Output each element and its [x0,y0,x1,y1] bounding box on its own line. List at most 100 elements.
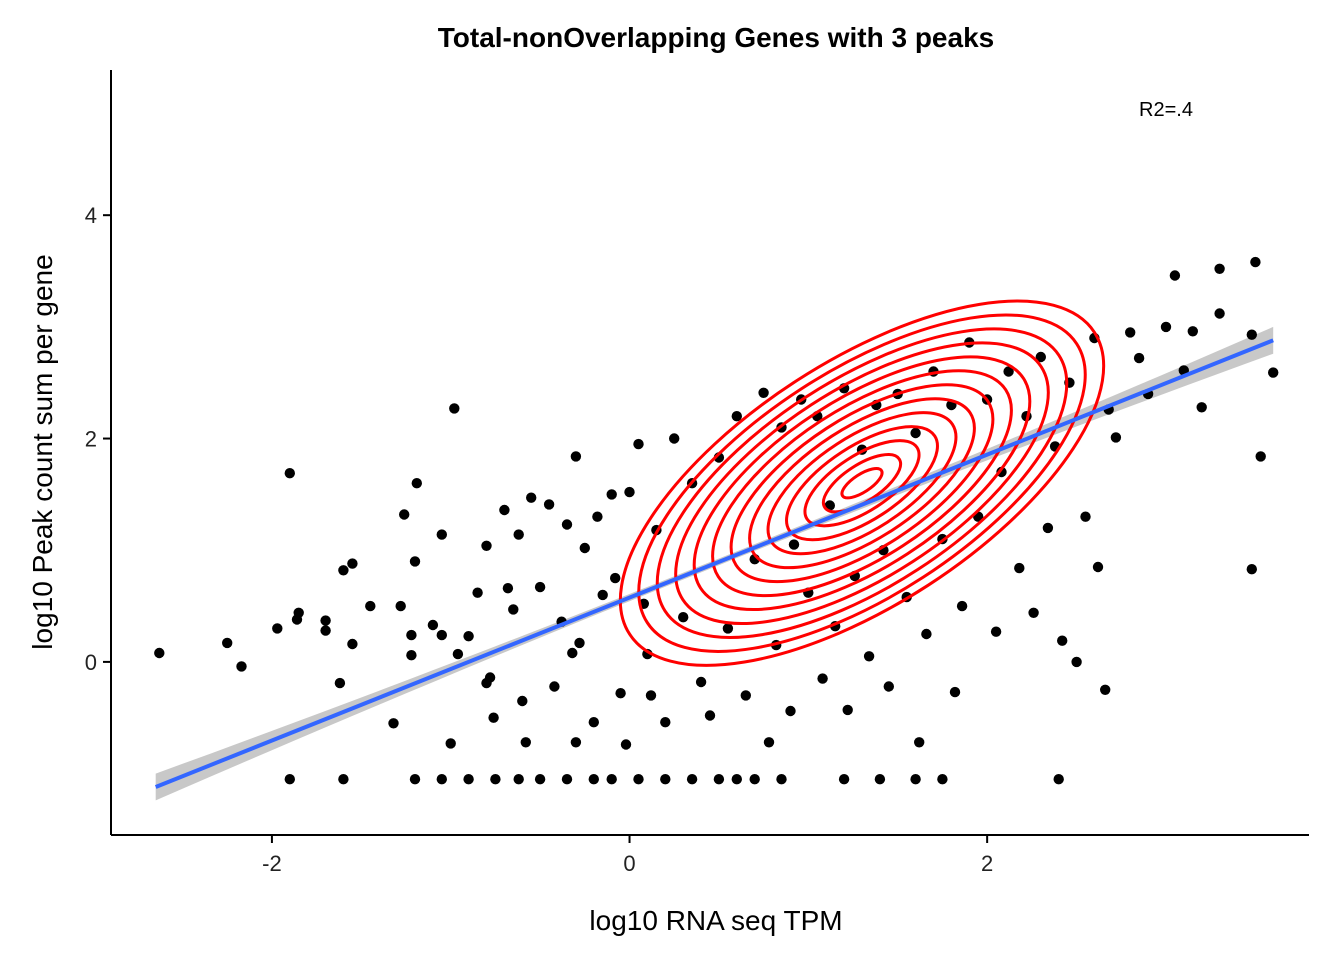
data-point [526,492,537,503]
axes [110,70,1309,836]
data-point [222,637,233,649]
data-point [284,468,295,479]
density-contour [785,425,939,542]
data-point [291,614,303,625]
data-point [365,600,376,612]
data-point [1160,321,1172,333]
data-point [1092,561,1104,573]
data-point [334,677,346,689]
data-point [863,651,875,662]
data-point [1187,326,1199,337]
data-point [399,509,410,520]
data-point [990,626,1002,637]
density-contour [674,341,1050,625]
data-point [914,737,925,748]
data-point [731,411,742,422]
data-point [534,774,546,785]
data-point [1133,352,1145,364]
data-point [463,631,474,642]
data-point [449,403,460,414]
data-point [874,774,886,785]
data-point [338,774,349,785]
tick-marks-layer: -2 0 2 0 2 4 [85,203,994,876]
data-point [1110,432,1122,443]
data-point [320,625,331,636]
data-point [490,774,501,785]
data-point [409,774,421,785]
data-point [570,451,582,462]
data-point [1071,656,1082,668]
data-point [436,529,447,540]
data-point [817,673,828,684]
data-point [1100,684,1111,695]
data-point [406,650,417,661]
data-point [236,661,247,672]
data-point [481,540,492,551]
data-point [472,587,483,598]
data-point [1214,263,1225,274]
data-point [338,565,349,576]
data-point [154,647,165,659]
data-point [579,542,590,554]
data-point [1080,511,1091,522]
chart-title: Total-nonOverlapping Genes with 3 peaks [438,22,994,53]
data-point [1014,562,1025,574]
density-contour [637,313,1087,653]
data-point [949,686,961,698]
x-axis-title: log10 RNA seq TPM [589,905,842,936]
data-point [272,623,283,634]
data-point [1250,256,1261,268]
data-point [517,695,528,707]
x-tick-label: 2 [981,851,993,876]
density-contour [748,397,976,570]
density-contour-layer [618,299,1106,667]
data-point [838,774,850,785]
data-point [645,690,657,701]
data-point [660,717,671,728]
data-point [1053,774,1064,785]
y-tick-label: 4 [85,203,97,228]
data-point [1246,329,1258,340]
data-point [731,774,742,785]
data-point [395,600,406,612]
data-point [660,774,671,785]
y-tick-label: 0 [85,650,97,675]
data-point [513,529,524,540]
data-point [606,489,617,500]
data-point [615,688,626,699]
y-tick-label: 2 [85,427,97,452]
data-point [488,712,499,723]
data-point [620,739,632,750]
data-point [740,690,751,701]
density-contour [711,369,1013,598]
data-point [1169,270,1181,281]
data-point [561,774,573,785]
data-point [704,710,716,721]
data-point [513,774,524,785]
data-point [1196,402,1207,413]
data-point [624,486,635,498]
data-point [1255,451,1266,462]
data-point [1057,635,1068,646]
data-point [567,647,578,659]
data-point [499,504,510,516]
density-contour [729,383,995,584]
data-point [452,648,464,660]
data-point [686,774,698,785]
data-point [713,774,725,785]
data-point [1028,607,1039,618]
data-point [937,774,948,785]
data-point [409,556,421,567]
data-point [763,737,775,748]
data-point [427,619,439,631]
data-point [669,433,680,444]
data-point [543,499,555,510]
data-point [508,604,519,615]
data-point [534,581,546,593]
data-point [1214,308,1225,319]
density-contour [840,467,884,500]
data-point [606,774,617,785]
data-point [549,681,560,692]
regression-line [154,338,1274,789]
